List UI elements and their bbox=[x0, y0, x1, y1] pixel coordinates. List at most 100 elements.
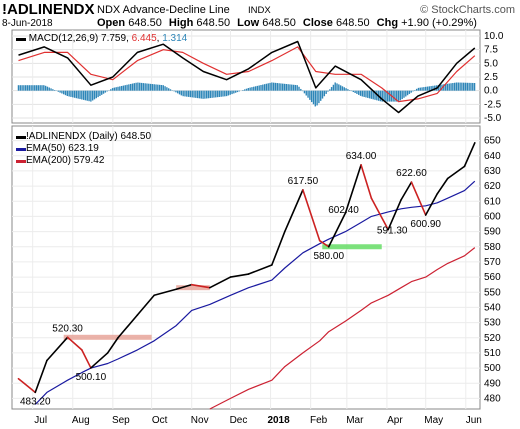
macd-histogram-bar bbox=[222, 90, 224, 97]
macd-histogram-bar bbox=[110, 89, 112, 91]
macd-histogram-bar bbox=[122, 85, 125, 91]
macd-histogram-bar bbox=[338, 84, 340, 91]
x-tick-label: 2018 bbox=[267, 415, 290, 426]
macd-histogram-bar bbox=[352, 90, 355, 93]
macd-histogram-bar bbox=[345, 88, 347, 91]
macd-histogram-bar bbox=[425, 86, 427, 91]
price-segment bbox=[360, 164, 373, 200]
macd-histogram-bar bbox=[347, 89, 349, 91]
macd-histogram-bar bbox=[372, 90, 374, 100]
macd-histogram-bar bbox=[144, 83, 146, 91]
macd-histogram-bar bbox=[274, 82, 277, 91]
price-segment bbox=[106, 336, 119, 354]
macd-histogram-bar bbox=[379, 90, 382, 102]
macd-histogram-bar bbox=[196, 90, 199, 99]
macd-histogram-bar bbox=[439, 84, 441, 91]
hist-value: 1.314 bbox=[162, 33, 187, 44]
macd-histogram-bar bbox=[44, 85, 47, 91]
macd-histogram-bar bbox=[245, 88, 248, 91]
x-tick-label: Apr bbox=[387, 415, 403, 426]
price-segment bbox=[283, 189, 304, 233]
price-segment bbox=[117, 314, 139, 339]
macd-histogram-bar bbox=[86, 90, 88, 101]
macd-histogram-bar bbox=[157, 84, 159, 91]
support-band-580 bbox=[322, 244, 382, 250]
ema50-legend: ▬EMA(50) 623.19 bbox=[16, 143, 99, 154]
macd-histogram-bar bbox=[376, 90, 378, 101]
watermark: © StockCharts.com bbox=[420, 4, 515, 16]
price-annotation: 600.90 bbox=[410, 219, 441, 230]
macd-histogram-bar bbox=[41, 85, 43, 91]
x-tick-label: Sep bbox=[112, 415, 130, 426]
macd-histogram-bar bbox=[84, 90, 87, 101]
macd-histogram-bar bbox=[224, 90, 226, 97]
macd-tick-label: 5.0 bbox=[484, 58, 498, 69]
macd-histogram-bar bbox=[327, 90, 329, 92]
price-segment bbox=[247, 264, 273, 275]
macd-histogram-bar bbox=[187, 90, 190, 97]
price-segment bbox=[463, 142, 476, 168]
macd-histogram-bar bbox=[470, 82, 472, 91]
macd-histogram-bar bbox=[461, 82, 463, 91]
macd-histogram-bar bbox=[177, 90, 179, 94]
macd-histogram-bar bbox=[200, 90, 202, 99]
price-tick-label: 610 bbox=[484, 196, 501, 207]
price-segment bbox=[318, 239, 330, 248]
price-tick-label: 600 bbox=[484, 211, 501, 222]
macd-histogram-bar bbox=[106, 90, 108, 92]
macd-histogram-bar bbox=[296, 85, 298, 91]
macd-histogram-bar bbox=[198, 90, 201, 99]
open-value: 648.50 bbox=[128, 17, 162, 29]
price-segment bbox=[302, 189, 321, 242]
ema200-label: EMA(200) 579.42 bbox=[26, 155, 105, 166]
macd-histogram-bar bbox=[406, 90, 409, 96]
macd-histogram-bar bbox=[120, 85, 123, 91]
macd-histogram-bar bbox=[158, 84, 161, 91]
price-segment bbox=[190, 283, 211, 289]
macd-histogram-bar bbox=[91, 90, 94, 101]
macd-histogram-bar bbox=[244, 89, 246, 91]
price-tick-label: 540 bbox=[484, 302, 501, 313]
macd-histogram-bar bbox=[271, 82, 273, 91]
macd-histogram-bar bbox=[160, 85, 163, 91]
macd-legend: ▬ MACD(12,26,9) 7.759, 6.445, 1.314 bbox=[16, 33, 188, 44]
price-segment bbox=[153, 288, 177, 297]
macd-histogram-bar bbox=[101, 90, 103, 95]
macd-histogram-bar bbox=[292, 84, 295, 91]
price-segment bbox=[424, 192, 439, 216]
macd-histogram-bar bbox=[209, 90, 212, 99]
macd-histogram-bar bbox=[472, 82, 474, 91]
price-segment bbox=[344, 164, 362, 214]
macd-histogram-bar bbox=[260, 85, 262, 91]
macd-histogram-bar bbox=[48, 87, 50, 91]
macd-histogram-bar bbox=[207, 90, 210, 99]
ohlc-line: Open 648.50 High 648.50 Low 648.50 Close… bbox=[97, 17, 477, 29]
macd-histogram-bar bbox=[361, 90, 364, 97]
macd-histogram-bar bbox=[97, 90, 99, 98]
price-tick-label: 650 bbox=[484, 136, 501, 147]
price-segment bbox=[34, 359, 48, 394]
macd-histogram-bar bbox=[115, 87, 117, 91]
price-tick-label: 630 bbox=[484, 166, 501, 177]
macd-histogram-bar bbox=[95, 90, 97, 99]
macd-histogram-bar bbox=[169, 89, 172, 91]
macd-histogram-bar bbox=[236, 90, 239, 93]
macd-histogram-bar bbox=[220, 90, 222, 97]
macd-histogram-bar bbox=[155, 84, 157, 91]
macd-histogram-bar bbox=[367, 90, 369, 98]
macd-tick-label: 2.5 bbox=[484, 72, 498, 83]
macd-histogram-bar bbox=[336, 83, 338, 91]
macd-histogram-bar bbox=[153, 84, 155, 91]
macd-histogram-bar bbox=[43, 85, 45, 91]
price-tick-label: 480 bbox=[484, 393, 501, 404]
price-segment bbox=[209, 276, 232, 289]
macd-histogram-bar bbox=[218, 90, 221, 97]
macd-histogram-bar bbox=[368, 90, 371, 99]
macd-histogram-bar bbox=[30, 85, 32, 91]
price-annotation: 580.00 bbox=[313, 251, 344, 262]
macd-histogram-bar bbox=[211, 90, 213, 98]
macd-histogram-bar bbox=[401, 90, 403, 100]
macd-histogram-bar bbox=[386, 90, 389, 102]
macd-histogram-bar bbox=[423, 87, 425, 91]
x-tick-label: Aug bbox=[72, 415, 90, 426]
